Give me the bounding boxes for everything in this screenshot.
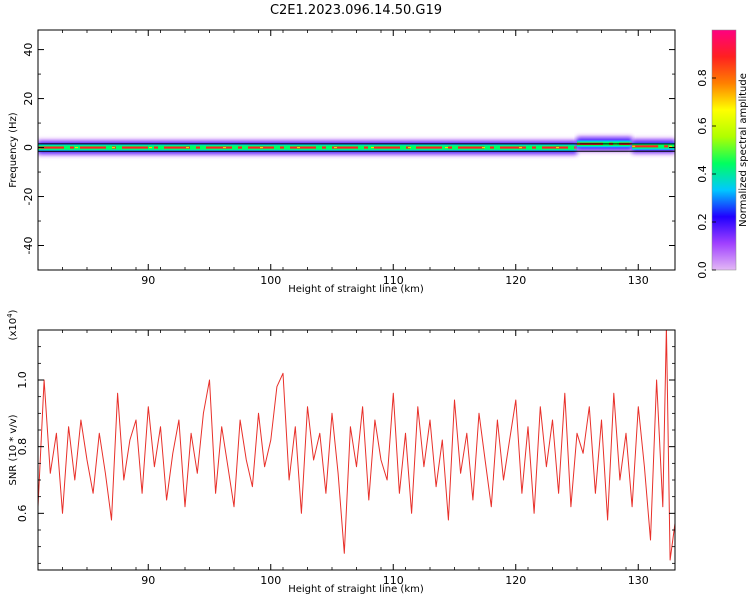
snr-y-label: SNR (10 * v/v): [8, 414, 19, 485]
colorbar-tick-label: 0.8: [696, 69, 709, 87]
spectrogram-y-label: Frequency (Hz): [8, 112, 19, 188]
colorbar: 0.0 0.2 0.4 0.6 0.8 Normalized spectral ampl…: [696, 29, 749, 279]
x-tick-label: 90: [141, 274, 155, 287]
x-tick-label: 130: [628, 274, 649, 287]
y-tick-label: 0.6: [16, 505, 29, 523]
figure-title: C2E1.2023.096.14.50.G19: [270, 3, 442, 18]
colorbar-label: Normalized spectral amplitude: [738, 73, 749, 227]
y-tick-label: 20: [22, 92, 35, 106]
x-tick-label: 100: [260, 574, 281, 587]
snr-y-ticks: 0.6 0.8 1.0: [16, 346, 675, 564]
colorbar-ticks: 0.0 0.2 0.4 0.6 0.8: [696, 69, 716, 279]
snr-panel: 90 100 110 120 130 0.6 0.8 1.0 Height of strai…: [6, 309, 676, 595]
y-tick-label: 40: [22, 43, 35, 57]
snr-y-multiplier: (x104): [6, 309, 19, 340]
snr-series-line: [38, 330, 675, 561]
colorbar-tick-label: 0.0: [696, 261, 709, 279]
spectrogram-x-label: Height of straight line (km): [288, 284, 424, 295]
spectrogram-band: [38, 135, 675, 157]
snr-series-group: [38, 330, 675, 561]
snr-y-multiplier-exp: 4: [6, 313, 14, 318]
x-tick-label: 130: [628, 574, 649, 587]
colorbar-fill: [711, 29, 737, 271]
x-tick-label: 110: [383, 574, 404, 587]
x-tick-label: 100: [260, 274, 281, 287]
spectrogram-panel: 90 100 110 120 130 -40 -20 0 20 40 Height of str…: [8, 29, 676, 295]
y-tick-label: 0: [22, 144, 35, 151]
x-tick-label: 110: [383, 274, 404, 287]
y-tick-label: -20: [22, 188, 35, 206]
spectrogram-reference-lines: [38, 143, 675, 152]
y-tick-label: 0.8: [16, 438, 29, 456]
snr-x-label: Height of straight line (km): [288, 584, 424, 595]
x-tick-label: 120: [505, 574, 526, 587]
colorbar-tick-label: 0.6: [696, 117, 709, 135]
spectrogram-y-ticks: -40 -20 0 20 40: [22, 43, 675, 271]
snr-frame: [37, 329, 676, 571]
snr-y-multiplier-base: (x10: [8, 318, 19, 341]
colorbar-tick-label: 0.2: [696, 213, 709, 231]
colorbar-tick-label: 0.4: [696, 165, 709, 183]
y-tick-label: -40: [22, 237, 35, 255]
x-tick-label: 90: [141, 574, 155, 587]
y-tick-label: 1.0: [16, 371, 29, 389]
x-tick-label: 120: [505, 274, 526, 287]
snr-y-multiplier-close: ): [8, 309, 19, 313]
snr-x-ticks: 90 100 110 120 130: [37, 330, 676, 587]
spectrogram-x-ticks: 90 100 110 120 130: [37, 30, 676, 287]
